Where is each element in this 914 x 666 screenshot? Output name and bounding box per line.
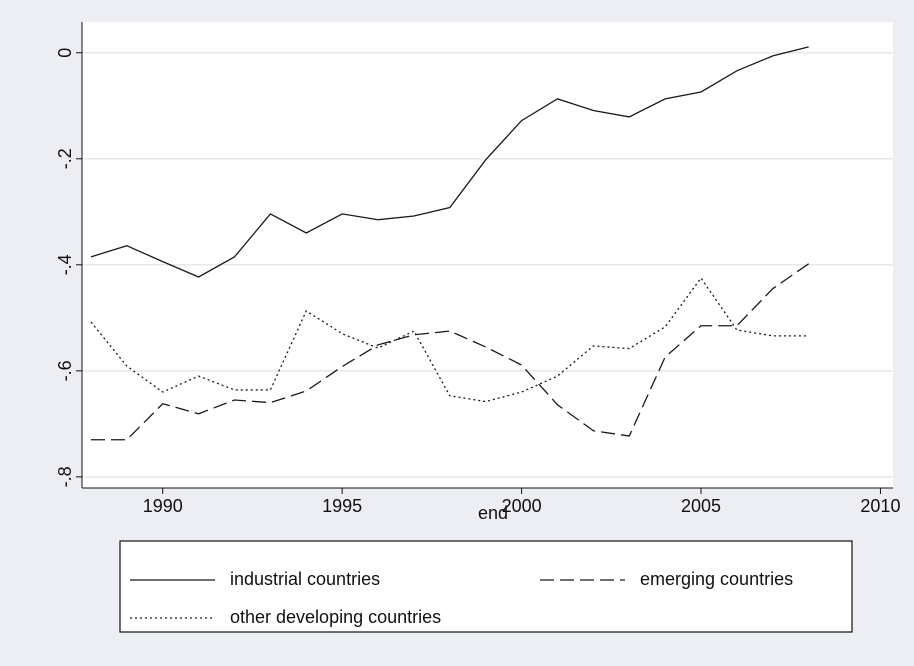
series-line — [90, 276, 809, 403]
x-tick-label: 2010 — [860, 496, 900, 516]
y-tick-label: 0 — [55, 48, 75, 58]
x-tick-label: 2000 — [502, 496, 542, 516]
plot-area — [82, 22, 893, 488]
y-tick-label: -.2 — [55, 148, 75, 169]
legend — [119, 540, 853, 633]
series-line — [90, 46, 809, 278]
y-tick-label: -.6 — [55, 360, 75, 381]
x-axis-title: end — [478, 503, 508, 523]
x-tick-label: 1990 — [143, 496, 183, 516]
series-line — [90, 263, 810, 441]
x-tick-label: 1995 — [322, 496, 362, 516]
y-tick-label: -.8 — [55, 466, 75, 487]
legend-label: industrial countries — [230, 569, 380, 589]
legend-label: other developing countries — [230, 607, 441, 627]
y-tick-label: -.4 — [55, 254, 75, 275]
x-tick-label: 2005 — [681, 496, 721, 516]
legend-label: emerging countries — [640, 569, 793, 589]
